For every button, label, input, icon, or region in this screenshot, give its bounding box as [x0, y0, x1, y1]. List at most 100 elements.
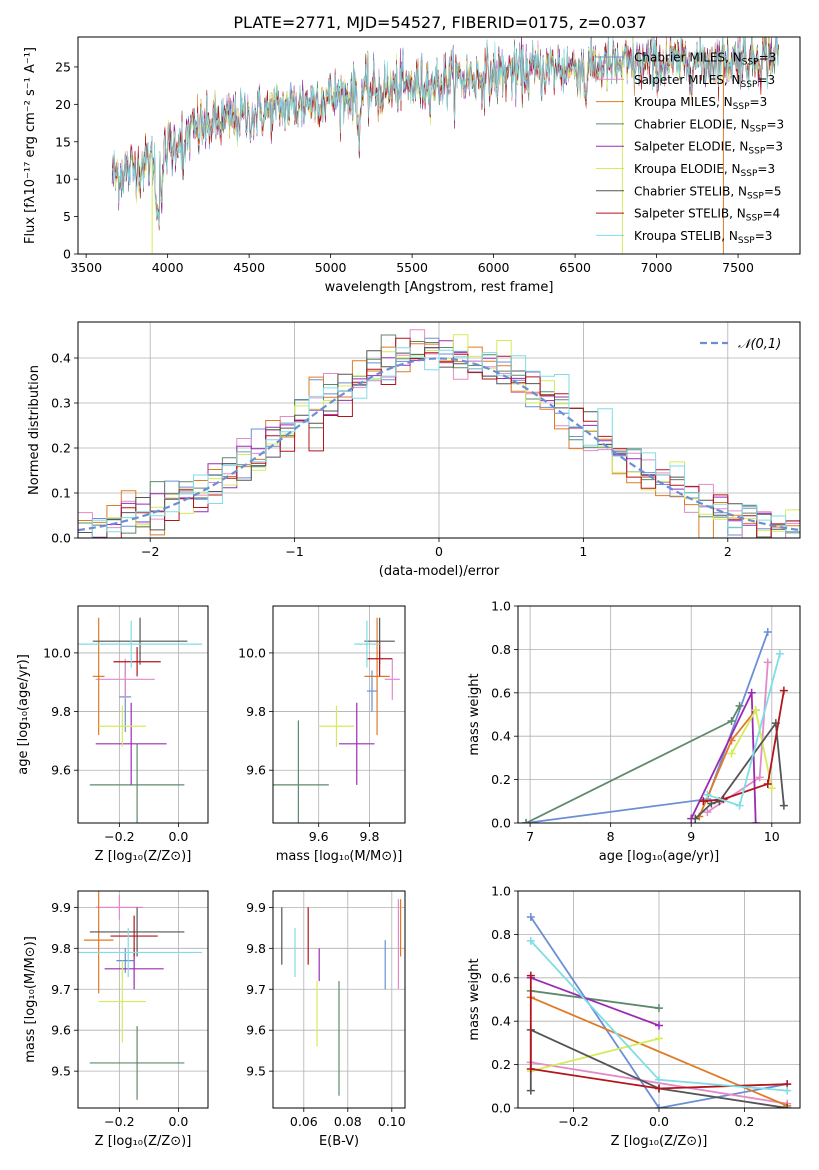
errorbar-salpeter-stelib	[110, 915, 158, 957]
x-tick-label: 4000	[152, 260, 184, 275]
legend-model-name: Chabrier ELODIE, N	[634, 117, 750, 131]
x-axis-label: Z [log₁₀(Z/Z⊙)]	[611, 1134, 708, 1149]
series-point	[747, 688, 756, 697]
series-line	[707, 653, 781, 807]
x-tick-label: 5000	[315, 260, 347, 275]
y-axis-label: age [log₁₀(age/yr)]	[16, 654, 31, 775]
y-tick-label: 9.9	[246, 900, 266, 915]
y-axis-label: mass weight	[467, 673, 482, 755]
series-point	[526, 913, 535, 922]
y-tick-label: 9.7	[246, 982, 266, 997]
weight-series-kroupa-elodie	[727, 706, 776, 793]
errorbar-salpeter-elodie	[339, 702, 375, 785]
x-tick-label: 9	[687, 829, 695, 844]
series-line	[530, 916, 788, 1108]
figure-title: PLATE=2771, MJD=54527, FIBERID=0175, z=0…	[233, 13, 646, 32]
y-tick-label: 10.0	[238, 645, 266, 660]
errorbar-chabrier-stelib	[92, 617, 188, 665]
y-tick-label: 0.8	[491, 642, 511, 657]
series-point	[526, 971, 535, 980]
legend-model-name: Salpeter ELODIE, N	[634, 140, 748, 154]
y-tick-label: 9.7	[51, 982, 71, 997]
y-tick-label: 9.6	[246, 763, 266, 778]
series-point	[783, 1086, 792, 1095]
plot-area	[78, 617, 203, 823]
x-tick-label: 7	[526, 829, 534, 844]
series-point	[703, 808, 712, 817]
errorbar-kroupa-elodie	[318, 705, 355, 747]
series-point	[735, 801, 744, 810]
axes-frame: −2 −1 0 1 2 0.0 0.1 0.2 0.3 0.4 (data-model)/error…	[27, 321, 801, 579]
weight-series-salpeter-stelib	[699, 686, 788, 806]
series-point	[691, 814, 700, 823]
errorbar-kroupa-stelib	[78, 927, 203, 977]
x-tick-label: 10	[764, 829, 780, 844]
series-point	[655, 1104, 663, 1108]
grid	[78, 606, 208, 823]
y-axis-label: Normed distribution	[27, 365, 42, 495]
y-tick-label: 0.1	[51, 486, 71, 501]
y-tick-label: 15	[55, 134, 71, 149]
axes-box	[517, 605, 801, 824]
legend-ssp-subscript: SSP	[738, 236, 755, 246]
y-tick-label: 9.8	[51, 704, 71, 719]
plot-area	[78, 329, 800, 538]
y-tick-label: 0.6	[491, 970, 511, 985]
y-tick-label: 9.8	[246, 941, 266, 956]
weight-series-kroupa-stelib	[526, 936, 792, 1095]
legend-ssp-subscript: SSP	[741, 80, 758, 90]
x-tick-label: 7500	[722, 260, 754, 275]
series-line	[530, 976, 660, 1027]
x-tick-label: −0.2	[104, 1114, 134, 1129]
weight-vs-metallicity-panel: −0.2 0.0 0.2 0.0 0.2 0.4 0.6 0.8 1.0 Z [log₁₀(Z/Z…	[467, 884, 801, 1149]
series-point	[775, 649, 784, 658]
axes-frame: −0.2 0.0 9.6 9.8 10.0 Z [log₁₀(Z/Z⊙)] age [log…	[16, 605, 209, 864]
y-tick-label: 0.2	[51, 441, 71, 456]
residuals-legend: 𝒩(0,1)	[700, 337, 781, 352]
x-tick-label: 2	[724, 544, 732, 559]
y-tick-label: 0.2	[491, 1057, 511, 1072]
y-axis-label: mass [log₁₀(M/M⊙)]	[23, 936, 38, 1063]
y-tick-label: 0.4	[491, 1014, 511, 1029]
x-axis-label: E(B-V)	[319, 1134, 359, 1149]
x-axis-label: Z [log₁₀(Z/Z⊙)]	[95, 1134, 192, 1149]
y-tick-label: 9.6	[51, 763, 71, 778]
x-tick-label: −0.2	[558, 1114, 588, 1129]
errorbar-kroupa-miles	[92, 617, 105, 736]
legend-model-name: Chabrier MILES, N	[634, 51, 742, 65]
spectrum-line-kroupa-stelib	[111, 37, 779, 226]
y-tick-label: 20	[55, 97, 71, 112]
y-tick-label: 9.8	[246, 704, 266, 719]
y-tick-label: 0.4	[51, 351, 71, 366]
axes-frame: 3500 4000 4500 5000 5500 6000 6500 7000 7500 0 5 10…	[23, 36, 801, 295]
y-tick-label: 9.6	[246, 1023, 266, 1038]
errorbar-salpeter-stelib	[366, 641, 393, 677]
age-vs-metallicity-panel: −0.2 0.0 9.6 9.8 10.0 Z [log₁₀(Z/Z⊙)] age [log…	[16, 605, 209, 864]
errorbar-chabrier-elodie	[89, 743, 185, 823]
series-point	[655, 1075, 663, 1084]
axes-frame: −0.2 0.0 0.2 0.0 0.2 0.4 0.6 0.8 1.0 Z [log₁₀(Z/Z…	[467, 884, 801, 1149]
x-tick-label: 9.8	[360, 829, 380, 844]
errorbar-kroupa-miles	[83, 891, 114, 994]
x-tick-label: 8	[607, 829, 615, 844]
y-tick-label: 0.4	[491, 729, 511, 744]
y-tick-label: 0.8	[491, 927, 511, 942]
series-line	[529, 975, 788, 1090]
plot-area	[281, 899, 402, 1096]
series-point	[727, 749, 736, 758]
x-tick-label: 0.0	[169, 1114, 189, 1129]
weight-series-chabrier-elodie	[522, 701, 744, 823]
histogram-salpeter-stelib	[78, 337, 800, 538]
series-point	[526, 1086, 535, 1095]
series-point	[526, 1064, 535, 1073]
legend-entry: Salpeter ELODIE, NSSP=3	[634, 140, 783, 157]
x-tick-label: −1	[285, 544, 303, 559]
axes-box	[77, 36, 801, 255]
series-point	[655, 1004, 663, 1013]
x-axis-label: (data-model)/error	[379, 564, 500, 579]
series-line	[703, 690, 785, 803]
legend-model-name: Kroupa ELODIE, N	[634, 162, 741, 176]
y-tick-label: 9.8	[51, 941, 71, 956]
legend-model-name: Chabrier STELIB, N	[634, 184, 747, 198]
